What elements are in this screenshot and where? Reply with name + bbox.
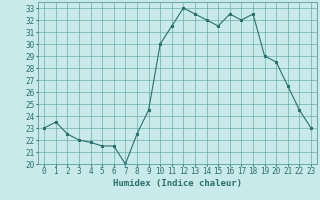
X-axis label: Humidex (Indice chaleur): Humidex (Indice chaleur): [113, 179, 242, 188]
